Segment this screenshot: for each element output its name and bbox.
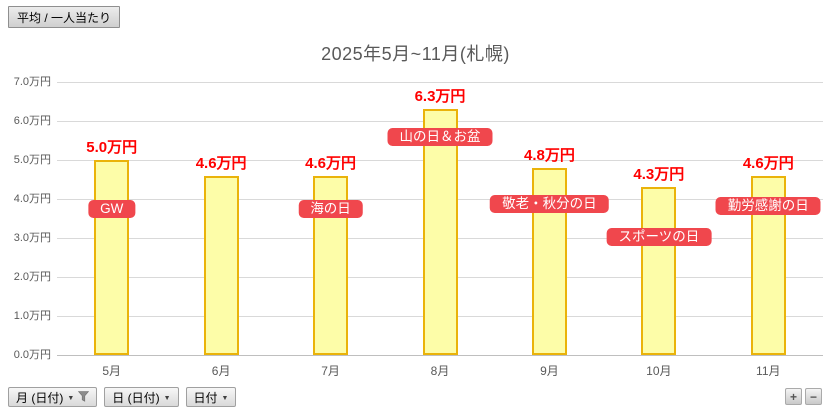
axis-field-buttons: 月 (日付) ▼ 日 (日付) ▼ 日付 ▼: [8, 387, 237, 407]
y-tick-label: 3.0万円: [13, 232, 51, 244]
chart-title: 2025年5月~11月(札幌): [321, 44, 510, 64]
y-tick-label: 0.0万円: [13, 349, 51, 361]
value-field-button[interactable]: 平均 / 一人当たり: [8, 6, 121, 28]
chevron-down-icon: ▼: [221, 395, 229, 402]
bar-value-label: 5.0万円: [86, 139, 138, 156]
y-tick-label: 2.0万円: [13, 271, 51, 283]
drill-buttons: + −: [785, 388, 822, 405]
y-tick-label: 6.0万円: [13, 115, 51, 127]
holiday-annotation: 勤労感謝の日: [715, 197, 821, 215]
holiday-annotation: GW: [88, 200, 136, 218]
x-tick-label: 6月: [211, 364, 231, 378]
holiday-annotation: 海の日: [298, 200, 363, 218]
chevron-down-icon: ▼: [67, 395, 75, 402]
x-tick-label: 10月: [646, 364, 672, 378]
holiday-annotation: スポーツの日: [606, 228, 712, 246]
bar: [94, 160, 130, 355]
gridline: [57, 82, 823, 83]
field-button-label: 日 (日付): [112, 390, 160, 405]
chevron-down-icon: ▼: [163, 395, 171, 402]
bar-value-label: 4.3万円: [633, 166, 685, 184]
holiday-annotation: 山の日＆お盆: [387, 128, 493, 146]
bar-value-label: 4.8万円: [523, 146, 575, 164]
field-button[interactable]: 月 (日付) ▼: [8, 387, 98, 407]
y-tick-label: 5.0万円: [13, 154, 51, 166]
field-button-label: 月 (日付): [16, 390, 64, 405]
y-tick-label: 7.0万円: [13, 76, 51, 88]
bar-value-label: 6.3万円: [414, 88, 466, 106]
bar: [641, 187, 677, 355]
holiday-annotation: 敬老・秋分の日: [490, 195, 609, 213]
x-tick-label: 7月: [321, 364, 340, 378]
bar: [422, 109, 458, 355]
drill-expand-button[interactable]: +: [785, 388, 802, 405]
x-tick-label: 5月: [102, 364, 122, 378]
y-tick-label: 4.0万円: [13, 193, 51, 205]
bar-value-label: 4.6万円: [305, 154, 356, 172]
x-axis-line: [57, 355, 823, 356]
x-tick-label: 9月: [540, 364, 559, 378]
y-tick-label: 1.0万円: [13, 310, 51, 322]
bar-value-label: 4.6万円: [742, 154, 794, 172]
filter-funnel-icon: [78, 390, 90, 405]
field-button-label: 日付: [193, 390, 218, 405]
drill-collapse-button[interactable]: −: [805, 388, 822, 405]
x-tick-label: 8月: [430, 364, 450, 378]
field-button[interactable]: 日付 ▼: [185, 387, 237, 407]
field-button[interactable]: 日 (日付) ▼: [104, 387, 179, 407]
bar: [203, 175, 239, 355]
x-tick-label: 11月: [756, 364, 781, 378]
bar-value-label: 4.6万円: [195, 154, 247, 172]
